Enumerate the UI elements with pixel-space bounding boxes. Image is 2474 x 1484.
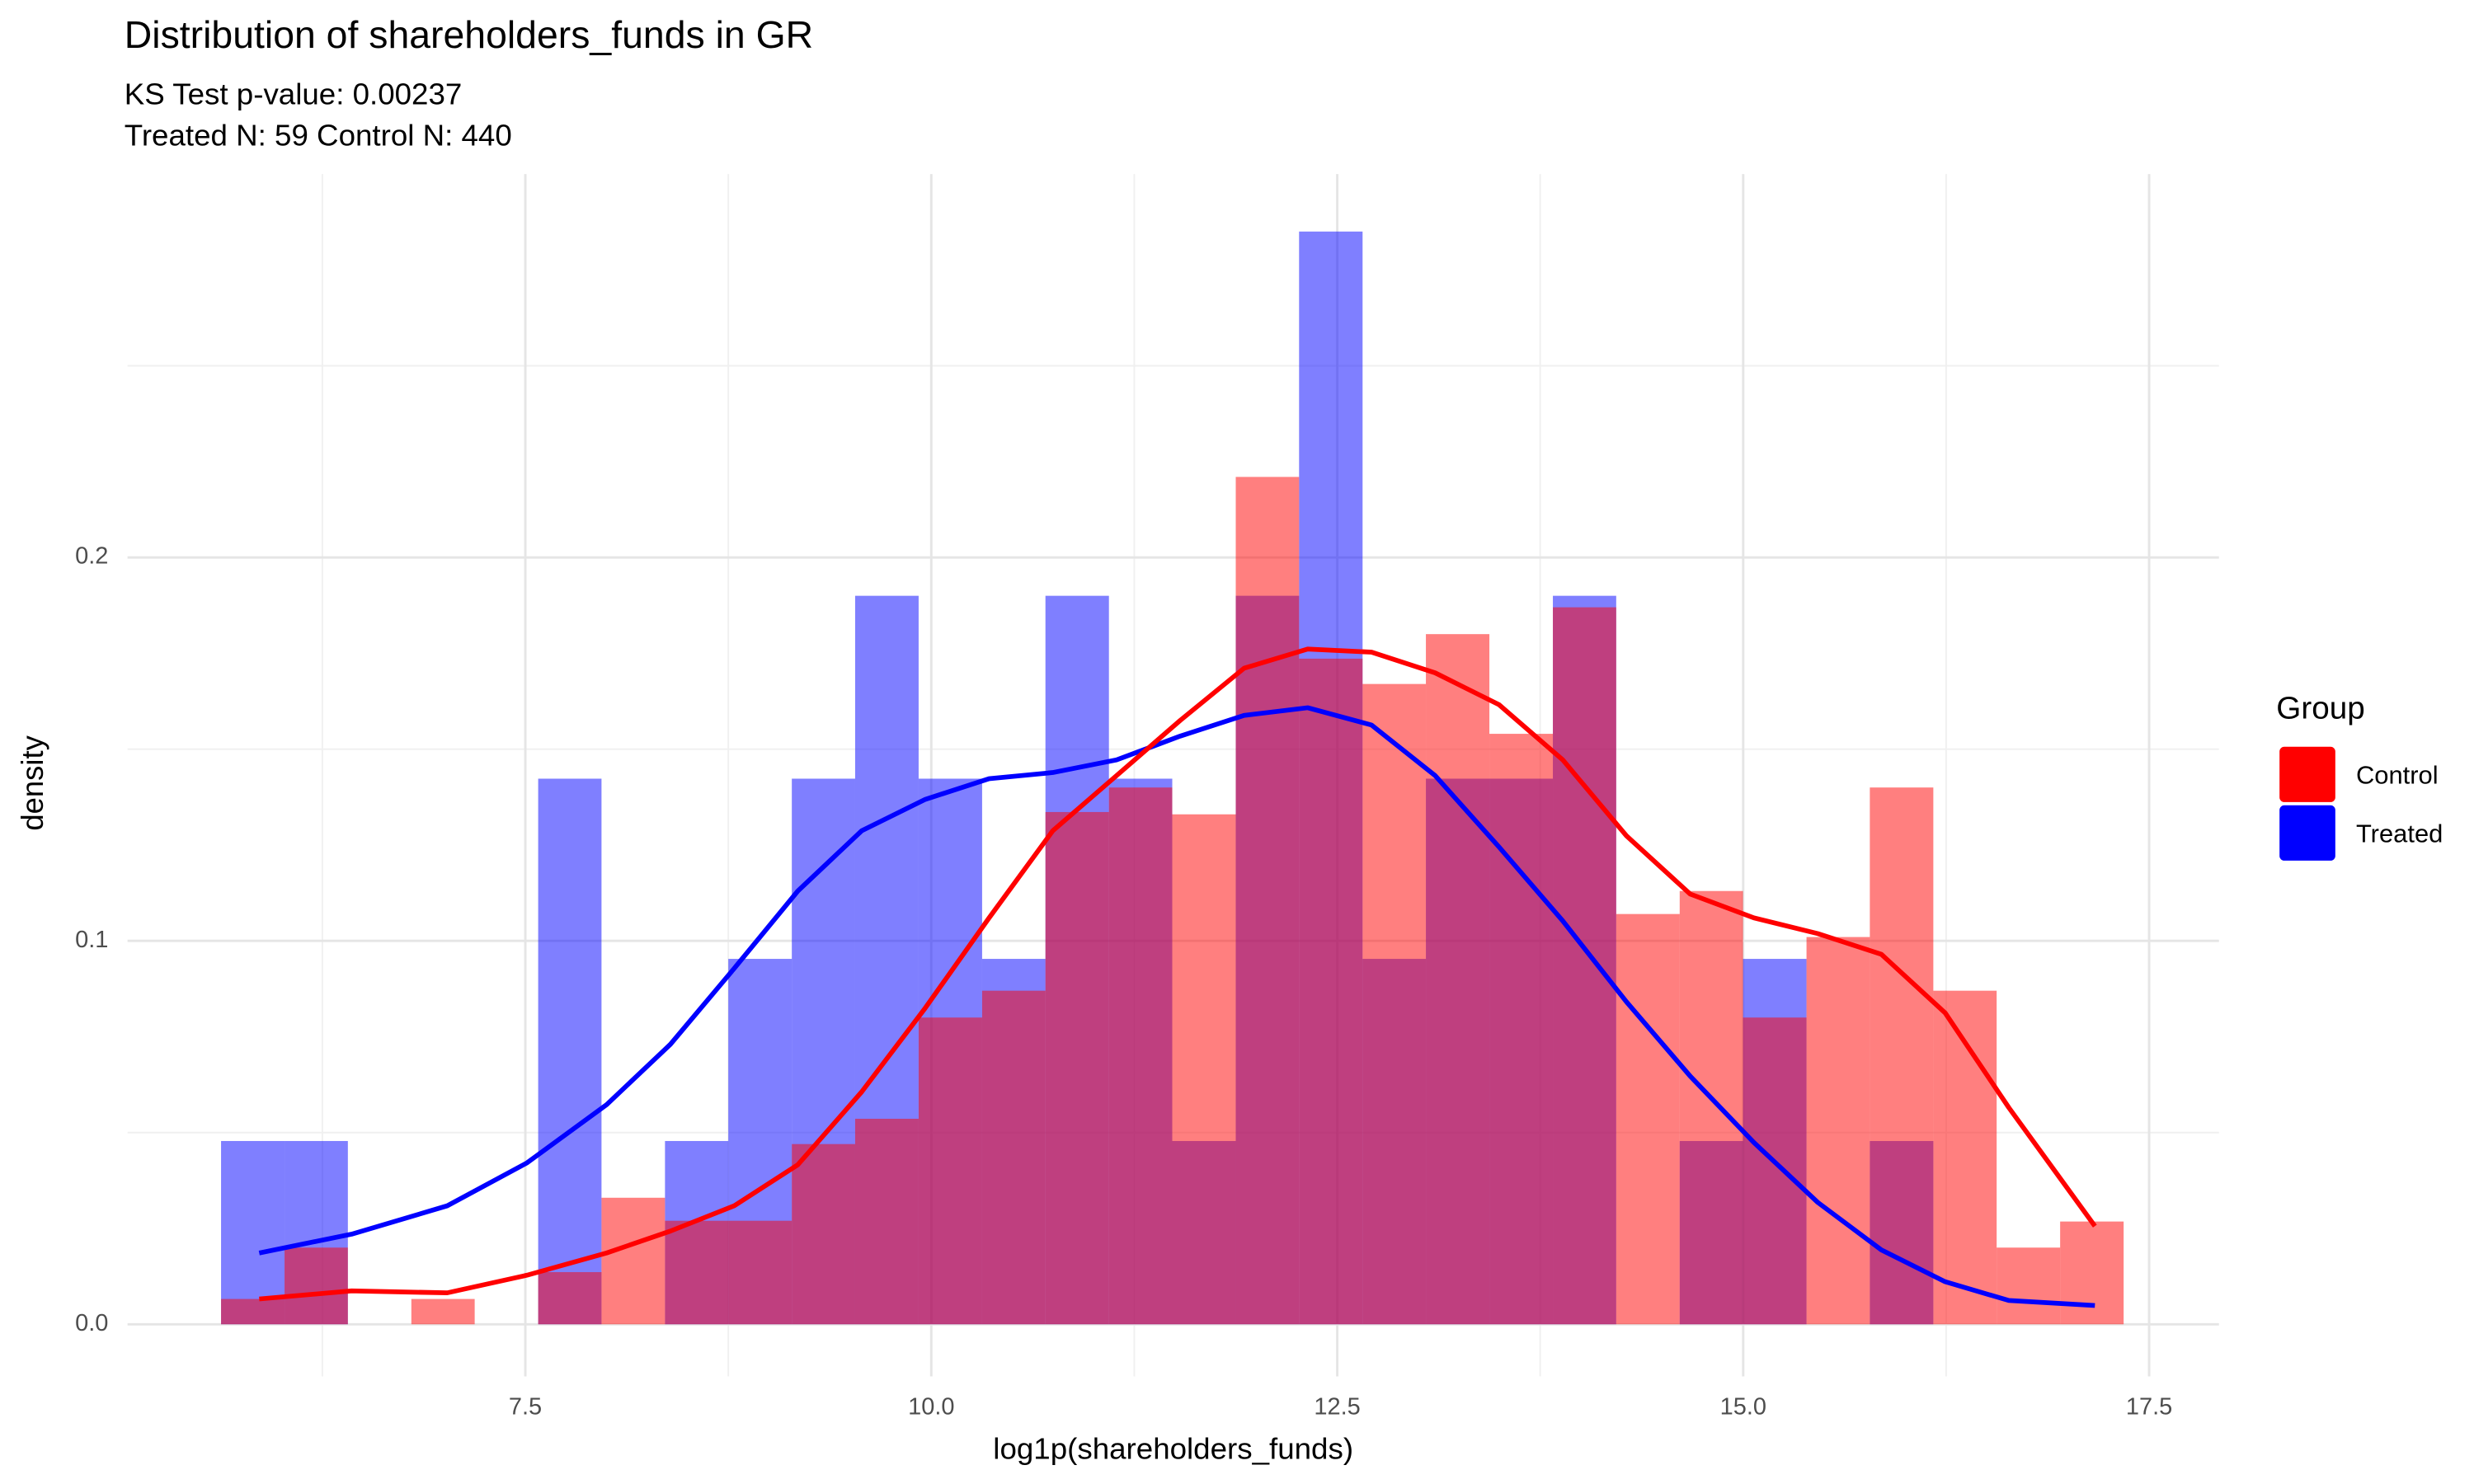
y-axis-title: density [16,735,49,830]
histogram-bar [221,1140,285,1325]
histogram-bar [1616,913,1680,1325]
histogram-bar [1806,937,1870,1325]
histogram-bar [1426,634,1490,1325]
x-tick-label: 15.0 [1720,1394,1766,1421]
histogram-bar [221,1298,285,1325]
legend-label: Treated [2356,819,2443,848]
y-tick-label: 0.2 [75,543,108,570]
histogram-bar [538,778,602,1325]
histogram-bar [1997,1247,2061,1325]
histogram-bar [1108,787,1173,1325]
x-tick-label: 17.5 [2126,1394,2172,1421]
histogram-bar [285,1247,348,1325]
histogram-bar [918,1017,982,1325]
histogram-bar [1743,1017,1807,1325]
chart-subtitle: KS Test p-value: 0.00237 [125,77,463,111]
legend-title: Group [2276,691,2364,726]
histogram-bar [1045,811,1109,1325]
histogram-bar [1299,658,1363,1325]
x-tick-label: 7.5 [509,1394,542,1421]
chart-title: Distribution of shareholders_funds in GR [125,13,813,56]
histogram-bar [1172,814,1236,1325]
legend-label: Control [2356,760,2439,789]
histogram-bar [411,1298,475,1325]
histogram-bar [1679,890,1743,1325]
histogram-bar [728,1220,793,1325]
histogram-bar [1235,477,1300,1325]
density-curve [259,646,2097,1302]
histogram-bar [854,1118,919,1325]
x-tick-label: 12.5 [1314,1394,1360,1421]
histogram-bar [1870,787,1934,1325]
histogram-bar [981,990,1046,1325]
x-tick-label: 10.0 [908,1394,954,1421]
histogram-bar [1362,683,1427,1325]
density-curve [258,705,2095,1308]
legend-key [2279,805,2335,861]
y-tick-label: 0.0 [75,1310,108,1336]
histogram-bar [792,1144,855,1325]
legend-key [2279,746,2335,802]
y-tick-label: 0.1 [75,927,108,953]
x-axis-title: log1p(shareholders_funds) [993,1431,1353,1465]
histogram-bar [601,1197,666,1325]
histogram-bar [2060,1221,2124,1325]
histogram-bar [1489,734,1554,1325]
histogram-bar [538,1272,602,1325]
histogram-bar [665,1220,729,1325]
histogram-bar [1553,607,1616,1325]
chart-subtitle: Treated N: 59 Control N: 440 [125,119,512,153]
